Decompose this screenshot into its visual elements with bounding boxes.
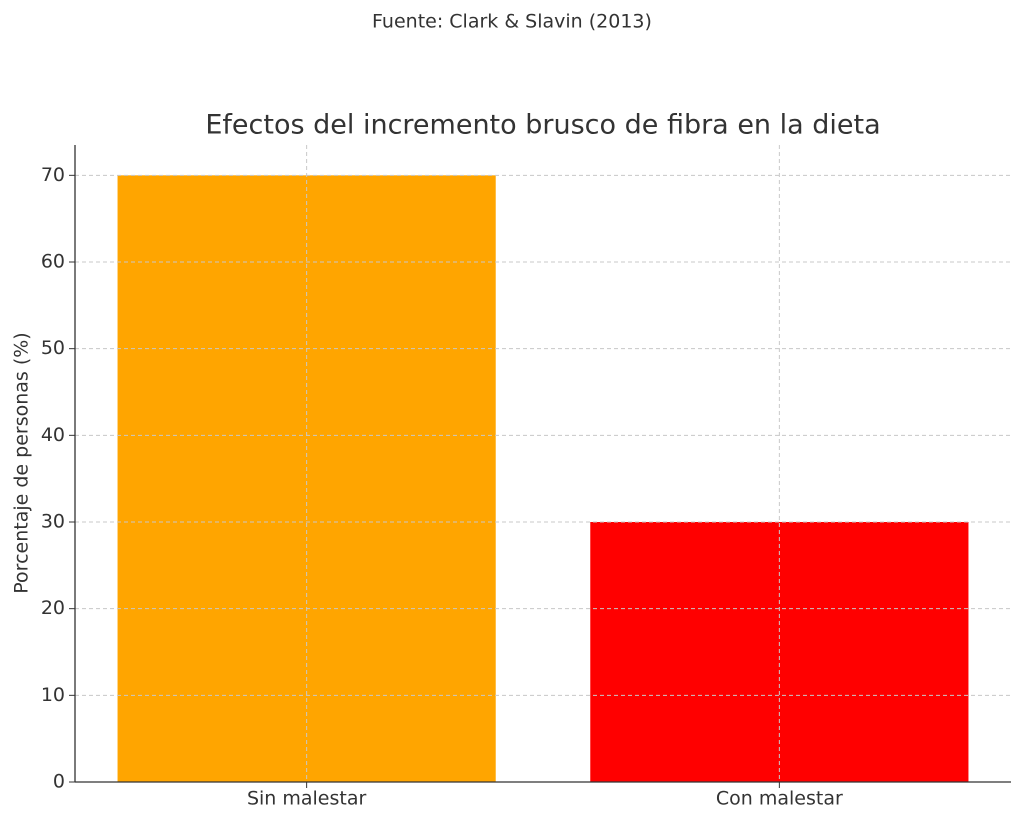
y-tick-label: 50 [41,337,65,359]
y-tick-label: 60 [41,251,65,273]
x-tick-label: Con malestar [716,788,843,810]
y-tick-label: 40 [41,424,65,446]
y-tick-label: 30 [41,511,65,533]
x-tick-label: Sin malestar [247,788,367,810]
y-axis-label: Porcentaje de personas (%) [11,332,33,593]
y-tick-label: 0 [53,771,65,793]
y-tick-label: 10 [41,684,65,706]
chart-subtitle: Fuente: Clark & Slavin (2013) [372,11,652,33]
y-tick-label: 70 [41,164,65,186]
y-tick-label: 20 [41,597,65,619]
chart-title: Efectos del incremento brusco de fibra e… [205,110,880,141]
